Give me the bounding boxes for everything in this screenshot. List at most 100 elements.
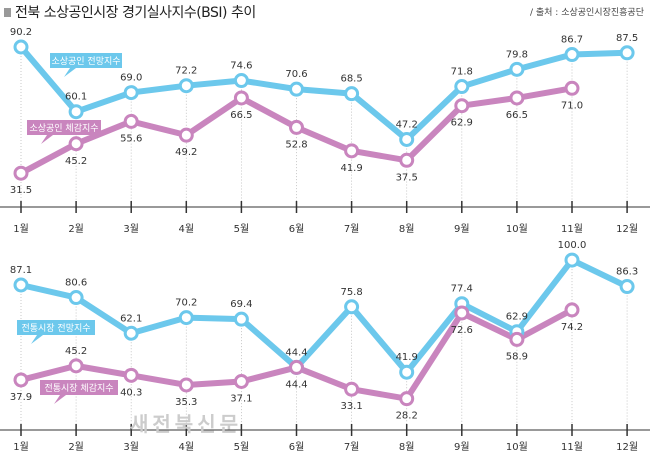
data-point xyxy=(68,136,84,152)
x-tick-label: 4월 xyxy=(179,223,195,235)
data-point xyxy=(178,377,194,393)
data-point xyxy=(619,279,635,295)
legend-label: 소상공인 전망지수 xyxy=(51,56,120,67)
x-tick-label: 11월 xyxy=(561,223,583,235)
data-label: 62.1 xyxy=(120,313,142,324)
data-point xyxy=(454,79,470,95)
data-label: 62.9 xyxy=(451,118,473,129)
data-point xyxy=(233,90,249,106)
data-point xyxy=(399,391,415,407)
data-label: 33.1 xyxy=(340,401,362,412)
data-label: 71.0 xyxy=(561,100,583,111)
data-label: 77.4 xyxy=(451,284,473,295)
data-label: 72.6 xyxy=(451,325,473,336)
data-point xyxy=(68,358,84,374)
data-point xyxy=(13,277,29,293)
data-label: 60.1 xyxy=(65,92,87,103)
data-point xyxy=(344,86,360,102)
legend-pointer xyxy=(64,68,76,77)
data-label: 37.5 xyxy=(396,172,418,183)
data-label: 66.5 xyxy=(506,110,528,121)
data-point xyxy=(233,374,249,389)
data-label: 87.5 xyxy=(616,33,638,44)
x-tick-label: 8월 xyxy=(399,223,415,235)
x-tick-label: 1월 xyxy=(13,441,29,453)
data-point xyxy=(344,299,360,315)
data-label: 86.7 xyxy=(561,35,583,46)
title-text: 전북 소상공인시장 경기실사지수(BSI) 추이 xyxy=(15,5,256,21)
data-label: 41.9 xyxy=(396,352,418,363)
data-label: 31.5 xyxy=(10,185,32,196)
data-point xyxy=(564,47,580,63)
data-label: 100.0 xyxy=(558,240,587,251)
data-label: 49.2 xyxy=(175,147,197,158)
data-point xyxy=(68,290,84,306)
data-label: 47.2 xyxy=(396,119,418,130)
data-point xyxy=(399,131,415,147)
x-tick-label: 6월 xyxy=(289,441,305,453)
legend-label: 소상공인 체감지수 xyxy=(29,122,98,134)
data-point xyxy=(399,364,415,380)
data-label: 41.9 xyxy=(340,163,362,174)
series-line-outlook xyxy=(18,45,628,143)
x-tick-label: 3월 xyxy=(123,441,139,453)
data-label: 45.2 xyxy=(65,346,87,357)
data-point xyxy=(509,331,525,347)
x-tick-label: 7월 xyxy=(344,441,360,453)
data-point xyxy=(13,165,29,181)
data-label: 80.6 xyxy=(65,278,87,289)
data-label: 87.1 xyxy=(10,265,32,276)
x-tick-label: 2월 xyxy=(68,441,84,453)
x-tick-label: 6월 xyxy=(289,223,305,235)
data-label: 72.2 xyxy=(175,66,197,77)
data-point xyxy=(454,305,470,321)
data-label: 68.5 xyxy=(340,74,362,85)
chart-panel-2: 1월 2월 3월 4월 5월 6월 7월 8월 9월 10월 11월 12월 87.1 80.6 62.1 7… xyxy=(0,240,650,453)
x-tick-label: 9월 xyxy=(454,223,470,235)
data-point xyxy=(13,372,29,388)
data-label: 28.2 xyxy=(396,411,418,422)
x-tick-label: 1월 xyxy=(13,223,29,235)
data-label: 66.5 xyxy=(230,110,252,121)
data-point xyxy=(233,73,249,89)
data-label: 74.6 xyxy=(230,61,252,72)
data-point xyxy=(123,325,139,341)
title-square-icon xyxy=(4,8,11,17)
data-point xyxy=(123,367,139,383)
data-label: 44.4 xyxy=(285,347,307,358)
data-label: 70.6 xyxy=(285,69,307,80)
data-label: 75.8 xyxy=(340,287,362,298)
x-tick-label: 10월 xyxy=(506,441,528,453)
chart-title: 전북 소상공인시장 경기실사지수(BSI) 추이 xyxy=(4,2,256,22)
chart-panel-1: 1월 2월 3월 4월 5월 6월 7월 8월 9월 10월 11월 12월 90.2 60.1 69.0 7… xyxy=(0,27,650,235)
data-point xyxy=(123,85,139,101)
legend-box xyxy=(50,53,122,68)
data-point xyxy=(619,45,635,61)
data-point xyxy=(13,39,29,55)
legend-pointer xyxy=(54,395,66,404)
data-point xyxy=(233,311,249,327)
x-tick-label: 12월 xyxy=(616,441,638,453)
data-point xyxy=(289,359,304,375)
data-point xyxy=(509,61,525,77)
data-label: 86.3 xyxy=(616,267,638,278)
x-tick-label: 5월 xyxy=(234,223,250,235)
x-tick-label: 7월 xyxy=(344,223,360,235)
data-point xyxy=(564,80,580,96)
data-label: 79.8 xyxy=(506,49,528,60)
legend-label: 전통시장 체감지수 xyxy=(44,382,113,394)
data-label: 44.4 xyxy=(285,379,307,390)
legend-pointer xyxy=(41,135,53,144)
data-point xyxy=(178,310,194,326)
data-label: 52.8 xyxy=(285,139,307,150)
x-tick-label: 12월 xyxy=(616,223,638,235)
data-point xyxy=(399,152,415,168)
data-label: 69.0 xyxy=(120,73,142,84)
x-tick-label: 11월 xyxy=(561,441,583,453)
x-tick-label: 8월 xyxy=(399,441,415,453)
data-point xyxy=(564,302,580,318)
data-label: 74.2 xyxy=(561,322,583,333)
x-tick-label: 5월 xyxy=(234,441,250,453)
legend-box xyxy=(17,320,95,335)
